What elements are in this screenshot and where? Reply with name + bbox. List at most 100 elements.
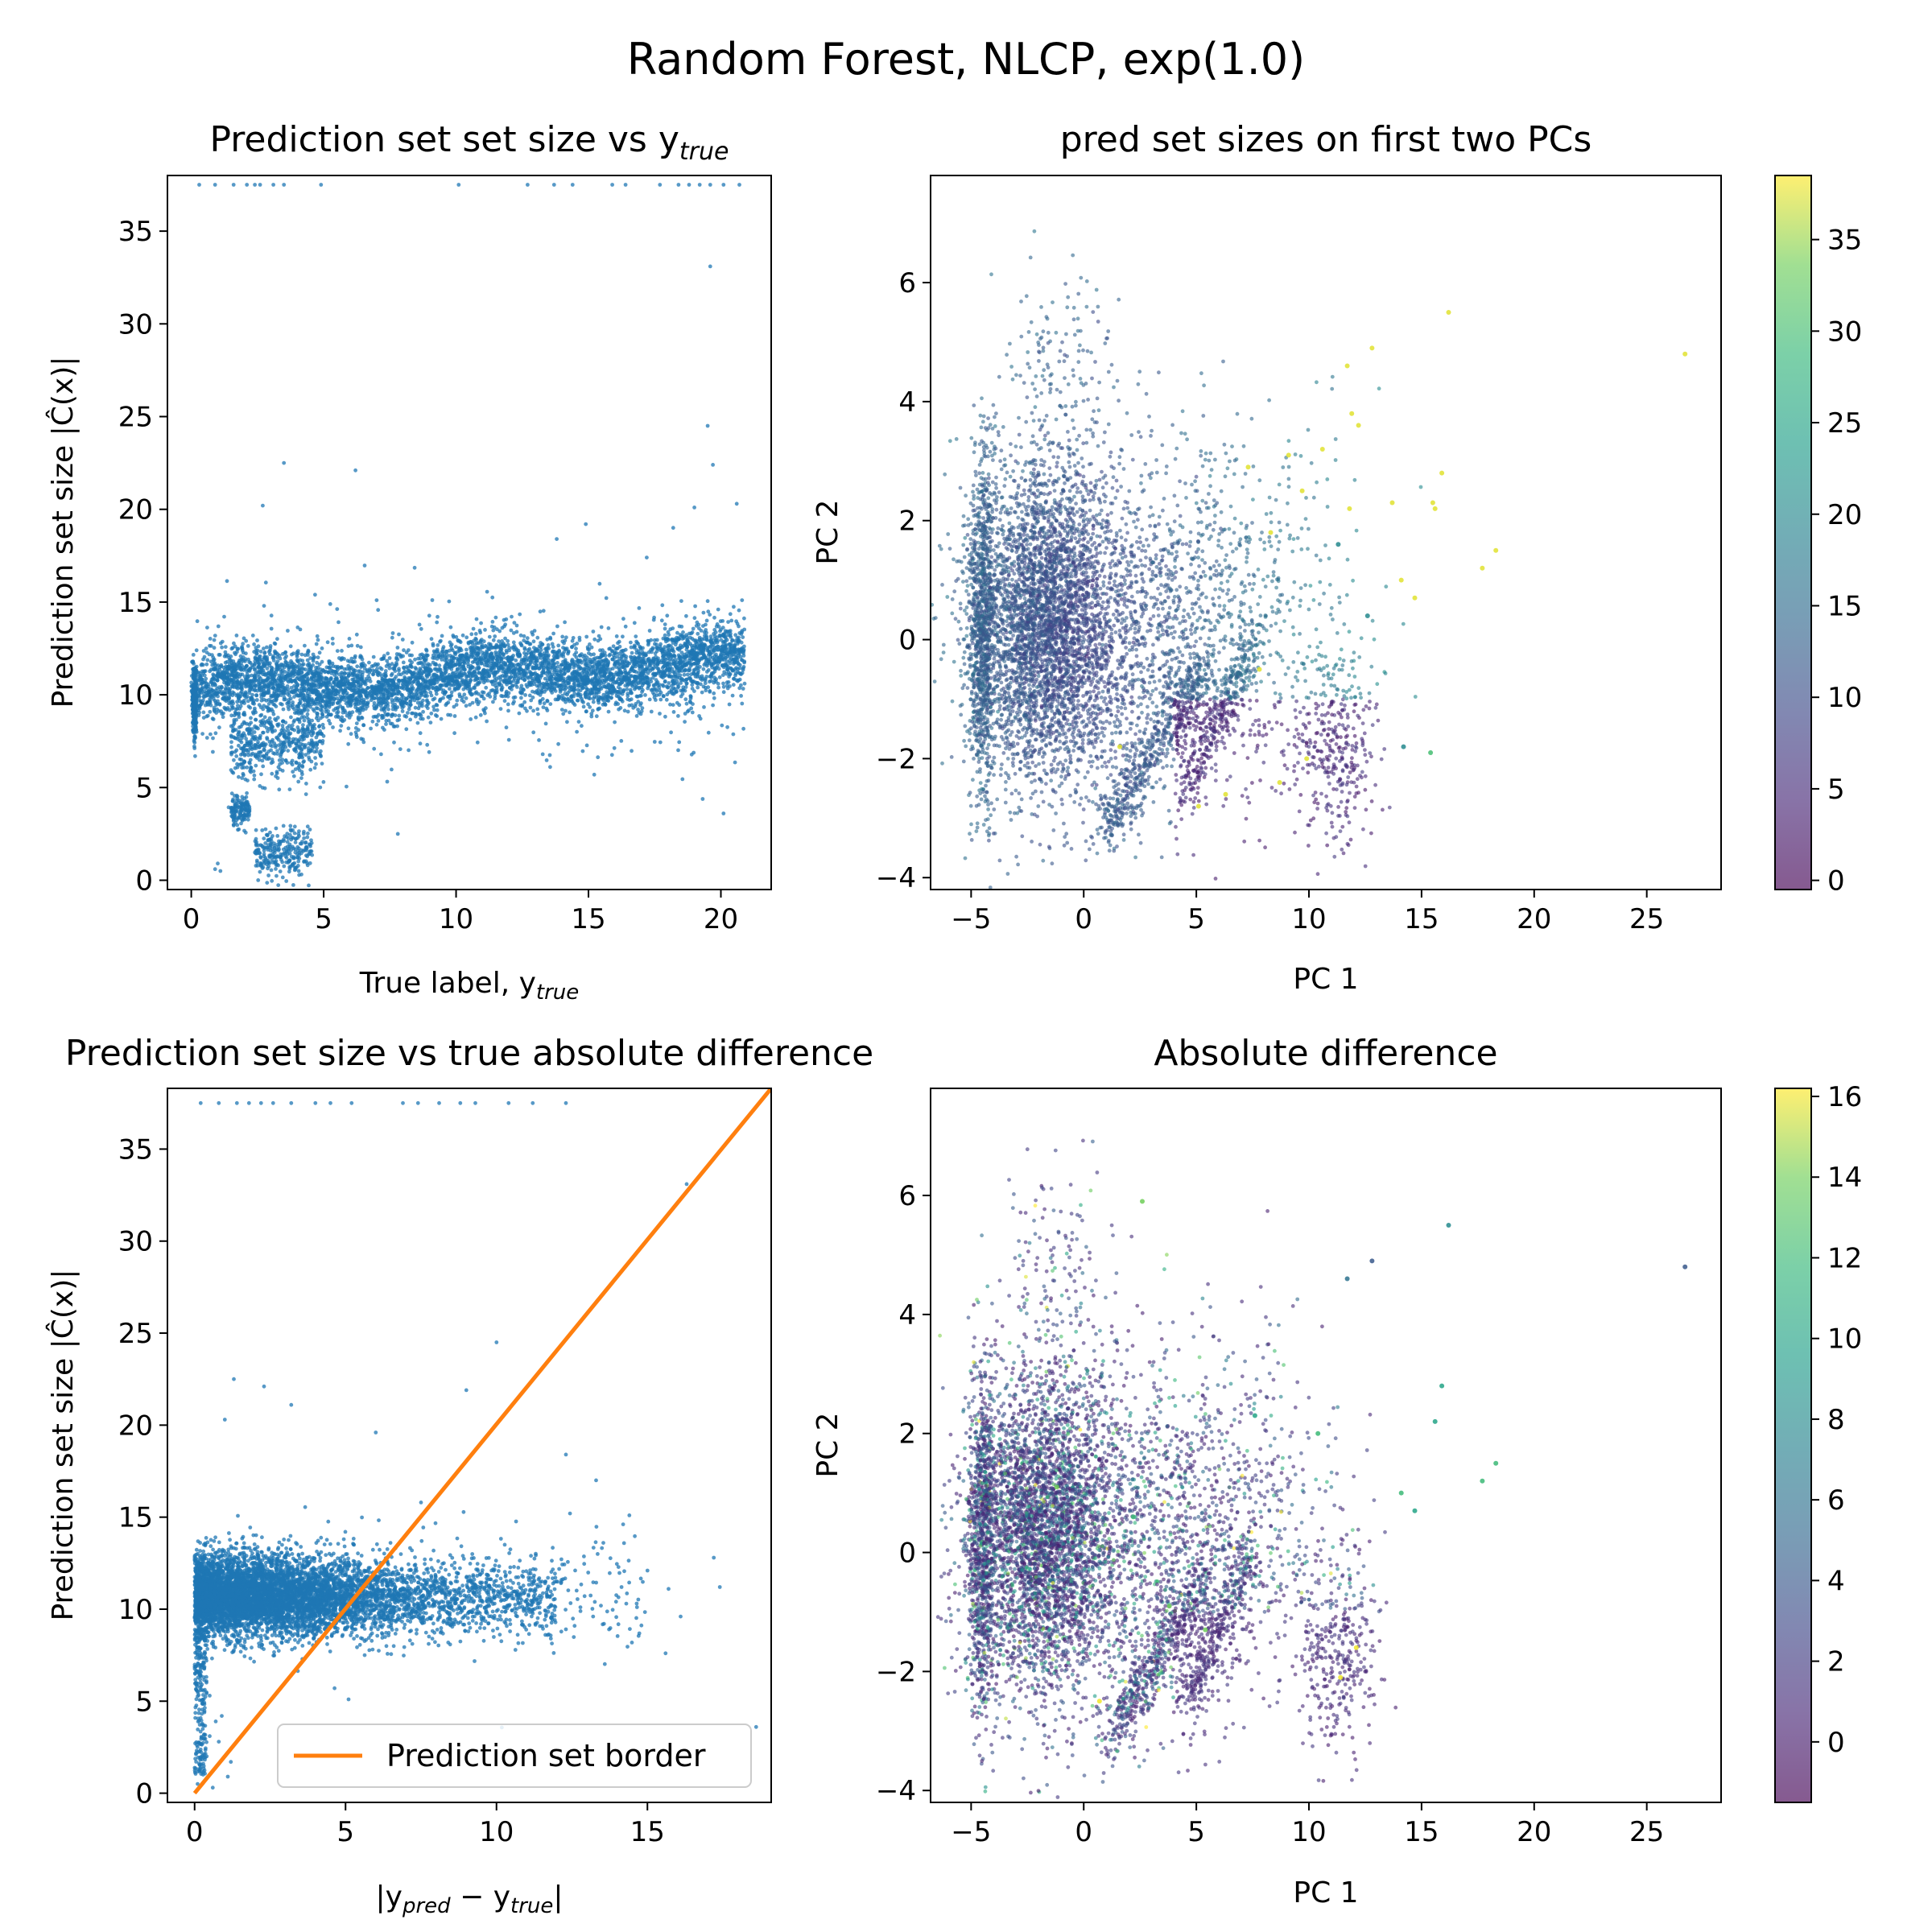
data-point xyxy=(528,705,533,710)
data-point xyxy=(379,752,383,757)
data-point xyxy=(524,663,528,667)
data-point xyxy=(551,658,555,663)
data-point xyxy=(364,693,369,698)
data-point xyxy=(605,675,609,680)
data-point xyxy=(597,634,601,638)
data-point xyxy=(704,634,708,638)
data-point xyxy=(675,630,679,635)
data-point xyxy=(390,671,394,676)
data-point xyxy=(372,700,377,705)
data-point xyxy=(400,685,405,690)
data-point xyxy=(308,687,313,691)
data-point xyxy=(346,696,350,700)
data-point xyxy=(262,650,267,654)
data-point xyxy=(462,692,467,697)
data-point xyxy=(720,619,725,623)
data-point xyxy=(728,612,733,617)
data-point xyxy=(246,644,250,648)
data-point xyxy=(476,682,481,687)
data-point xyxy=(410,640,415,645)
data-point xyxy=(720,657,724,662)
data-point xyxy=(614,634,619,638)
data-point xyxy=(413,705,418,710)
data-point xyxy=(476,702,481,707)
data-point xyxy=(639,709,644,713)
data-point xyxy=(363,687,368,692)
data-point xyxy=(386,651,390,656)
data-point xyxy=(728,672,732,677)
data-point xyxy=(360,677,364,682)
data-point xyxy=(497,650,502,655)
data-point xyxy=(517,711,522,716)
data-point xyxy=(401,660,406,665)
data-point xyxy=(594,714,599,719)
data-point xyxy=(349,703,353,707)
data-point xyxy=(663,626,667,631)
data-point xyxy=(684,633,689,638)
data-point xyxy=(210,716,215,721)
data-point xyxy=(425,653,430,658)
data-point xyxy=(390,662,394,667)
data-point xyxy=(690,710,695,715)
data-point xyxy=(398,653,403,658)
data-point xyxy=(478,630,483,635)
data-point xyxy=(474,690,479,695)
data-point xyxy=(470,700,475,705)
data-point xyxy=(721,684,726,689)
data-point xyxy=(298,666,302,670)
data-point xyxy=(253,667,257,672)
data-point xyxy=(623,671,628,675)
data-point xyxy=(204,694,208,698)
data-point xyxy=(394,708,398,712)
data-point xyxy=(643,653,648,658)
data-point xyxy=(402,696,407,700)
data-point xyxy=(404,727,409,732)
data-point xyxy=(316,674,321,679)
data-point xyxy=(708,613,712,617)
data-point xyxy=(408,663,413,668)
data-point xyxy=(639,693,643,698)
data-point xyxy=(484,685,489,690)
data-point xyxy=(511,696,516,700)
data-point xyxy=(501,694,505,699)
data-point xyxy=(710,640,715,645)
data-point xyxy=(460,633,465,638)
data-point xyxy=(518,671,522,676)
data-point xyxy=(437,686,442,691)
data-point xyxy=(630,680,634,685)
data-point xyxy=(454,663,458,667)
data-point xyxy=(374,722,379,727)
data-point xyxy=(742,616,746,621)
data-point xyxy=(575,729,579,734)
data-point xyxy=(290,679,294,684)
data-point xyxy=(494,677,499,681)
data-point xyxy=(514,647,519,652)
data-point xyxy=(671,626,675,630)
data-point xyxy=(215,678,220,683)
data-point xyxy=(533,649,537,653)
data-point xyxy=(439,638,443,643)
data-point xyxy=(315,679,319,683)
data-point xyxy=(380,678,385,683)
data-point xyxy=(567,675,572,680)
data-point xyxy=(684,613,688,618)
data-point xyxy=(664,697,669,702)
data-point xyxy=(569,695,573,699)
data-point xyxy=(358,672,362,677)
data-point xyxy=(275,637,279,642)
data-point xyxy=(572,687,576,691)
data-point xyxy=(241,650,246,655)
data-point xyxy=(232,641,236,646)
data-point xyxy=(363,682,368,687)
data-point xyxy=(290,652,294,657)
data-point xyxy=(313,675,317,680)
data-point xyxy=(672,661,676,666)
data-point xyxy=(520,703,525,707)
data-point xyxy=(562,683,567,687)
data-point xyxy=(464,651,469,656)
data-point xyxy=(742,644,746,649)
data-point xyxy=(622,708,627,713)
data-point xyxy=(376,699,381,704)
data-point xyxy=(229,673,233,677)
